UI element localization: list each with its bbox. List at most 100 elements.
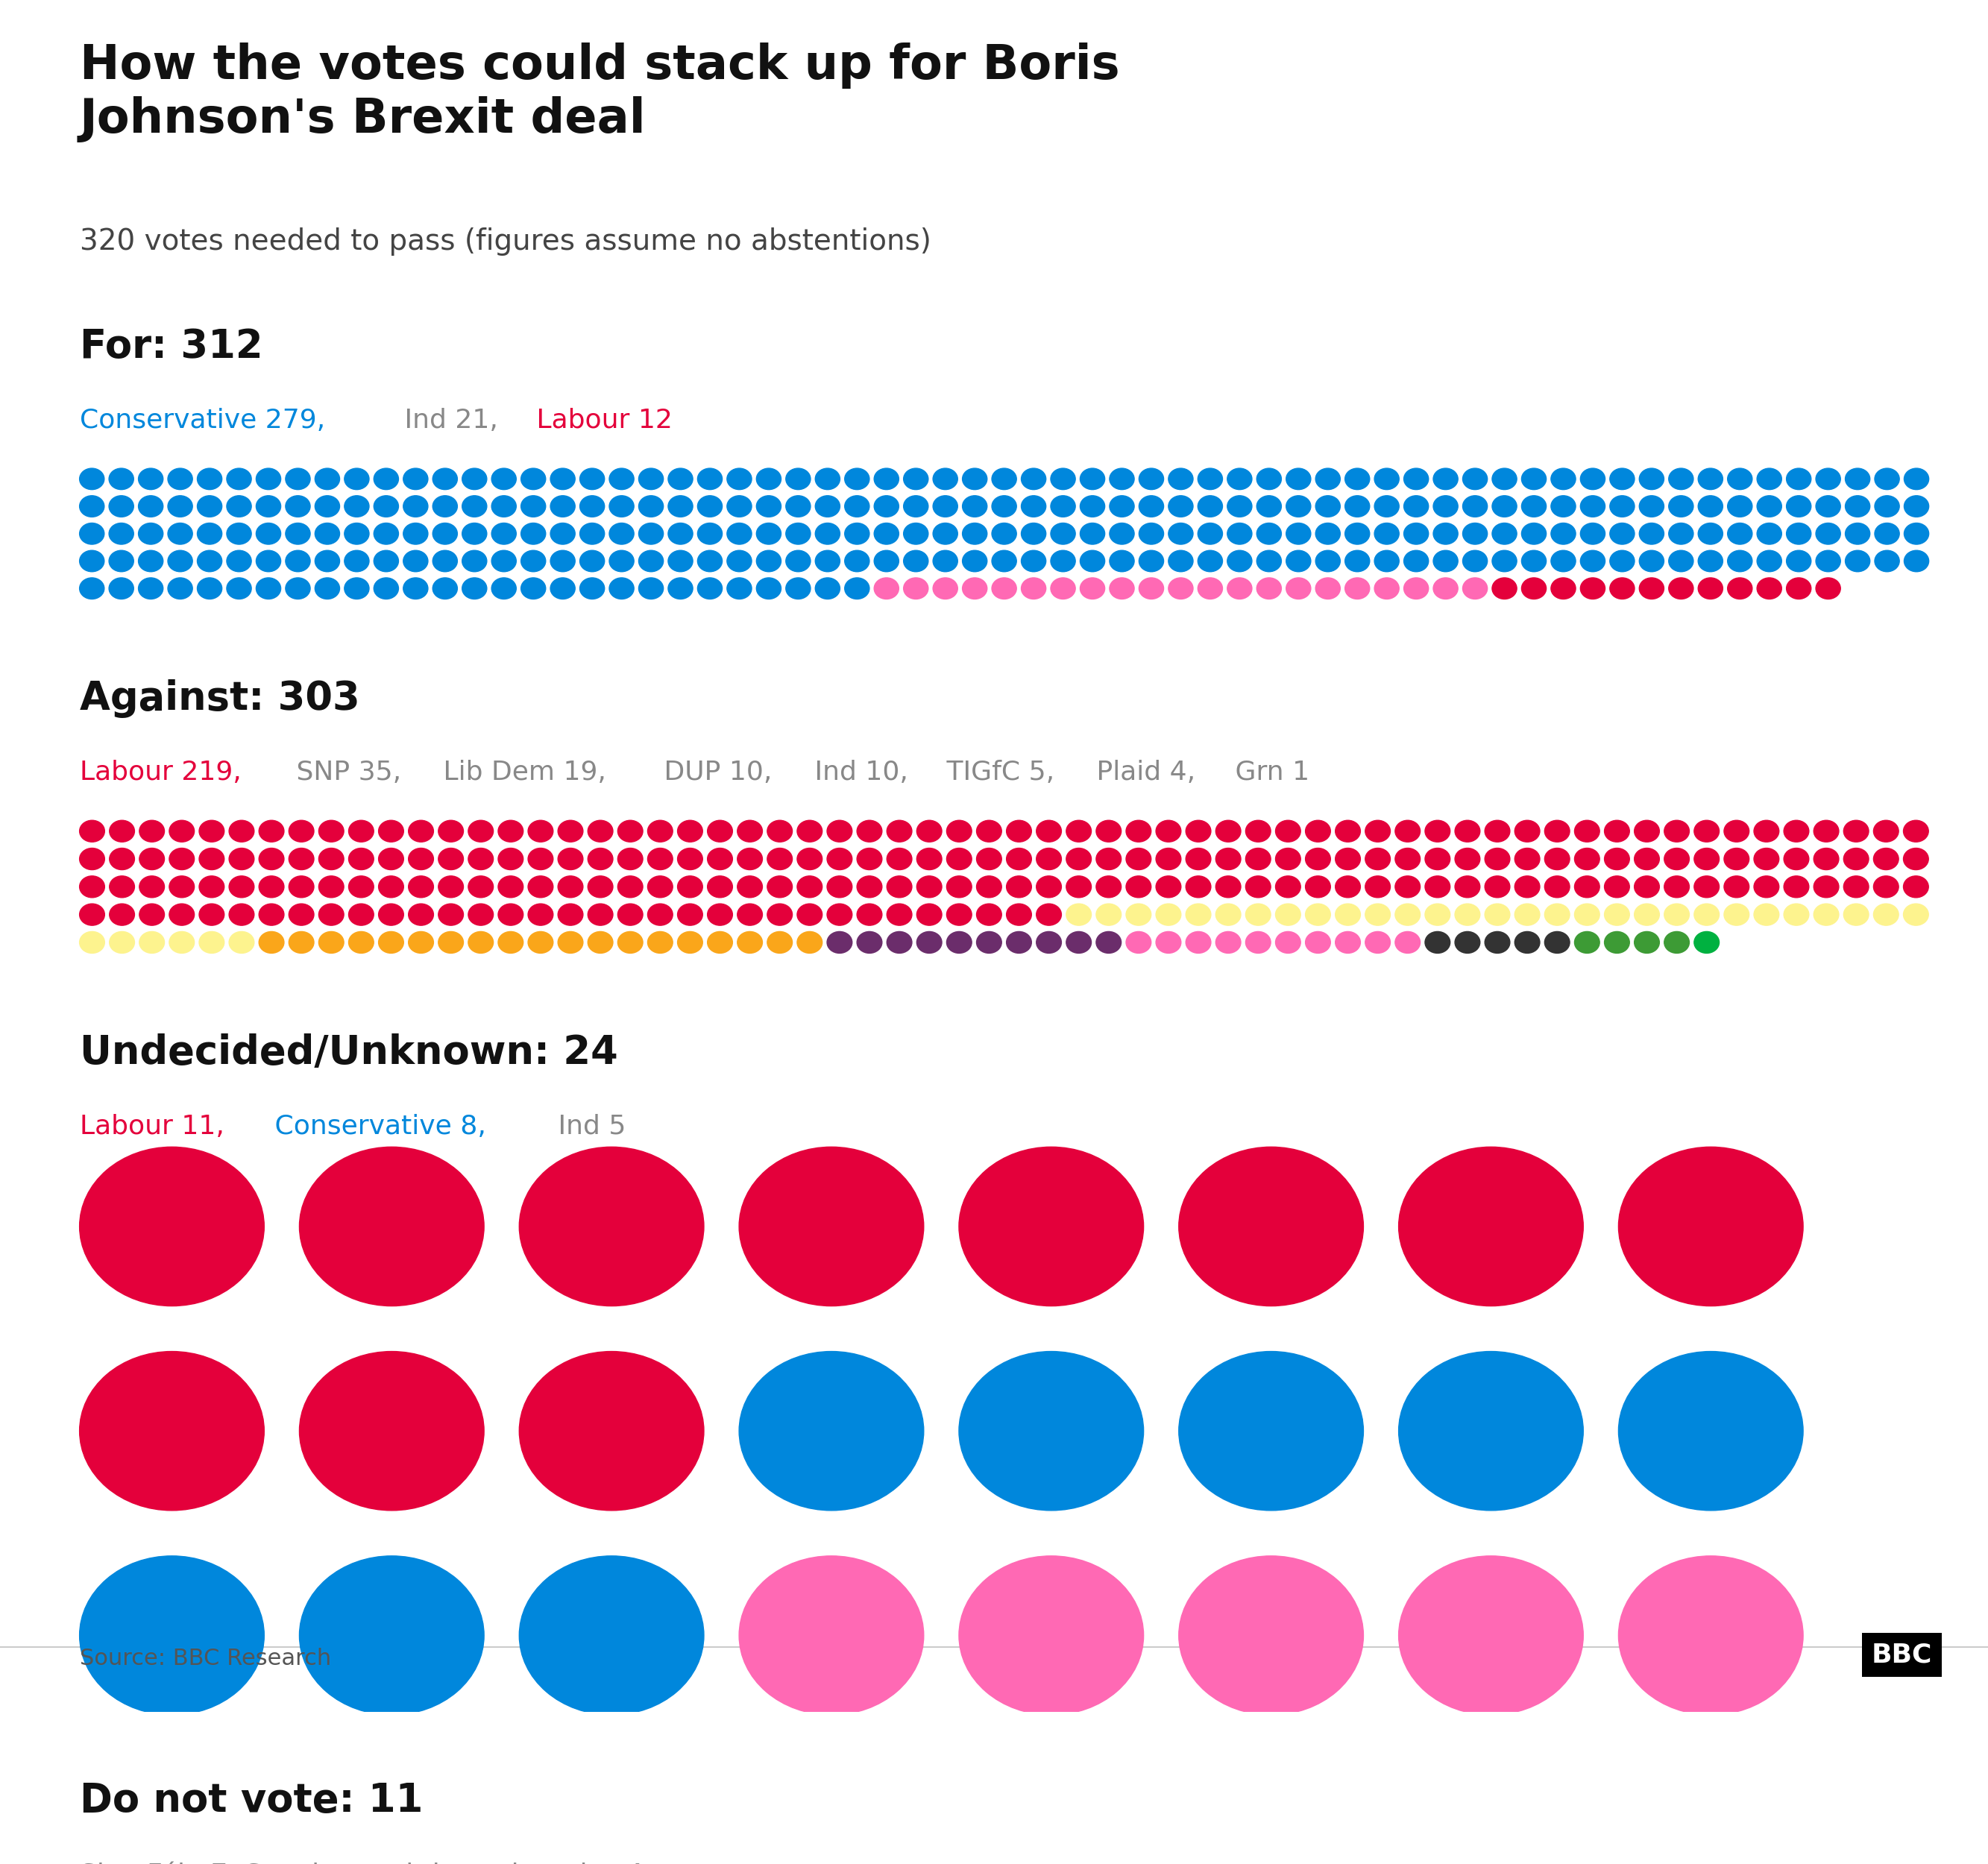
Circle shape — [827, 904, 853, 925]
Circle shape — [286, 468, 310, 490]
Circle shape — [588, 904, 612, 925]
Circle shape — [1668, 496, 1694, 516]
Circle shape — [139, 932, 165, 953]
Circle shape — [1400, 1351, 1582, 1510]
Circle shape — [1551, 550, 1576, 572]
Circle shape — [1227, 524, 1252, 544]
Circle shape — [167, 496, 193, 516]
Circle shape — [827, 876, 853, 898]
Circle shape — [378, 876, 404, 898]
Circle shape — [519, 1556, 704, 1715]
Circle shape — [678, 904, 702, 925]
Circle shape — [1604, 848, 1630, 870]
Circle shape — [167, 578, 193, 598]
Circle shape — [1515, 932, 1541, 953]
Circle shape — [1815, 578, 1841, 598]
Circle shape — [1155, 876, 1181, 898]
Circle shape — [992, 468, 1016, 490]
Circle shape — [1366, 820, 1390, 843]
Circle shape — [1006, 876, 1032, 898]
Circle shape — [499, 848, 523, 870]
Circle shape — [875, 524, 899, 544]
Circle shape — [1664, 904, 1690, 925]
Circle shape — [286, 550, 310, 572]
Circle shape — [648, 876, 672, 898]
Circle shape — [728, 496, 751, 516]
Circle shape — [708, 848, 732, 870]
Circle shape — [1463, 550, 1487, 572]
Circle shape — [1346, 524, 1370, 544]
Circle shape — [608, 468, 634, 490]
Circle shape — [668, 496, 692, 516]
Circle shape — [1095, 876, 1121, 898]
Circle shape — [227, 496, 250, 516]
Circle shape — [767, 848, 793, 870]
Circle shape — [521, 468, 545, 490]
Circle shape — [469, 932, 493, 953]
Circle shape — [1753, 820, 1779, 843]
Circle shape — [1783, 876, 1809, 898]
Circle shape — [857, 932, 883, 953]
Circle shape — [318, 904, 344, 925]
Circle shape — [521, 524, 545, 544]
Circle shape — [1425, 904, 1449, 925]
Circle shape — [80, 904, 105, 925]
Circle shape — [1873, 904, 1899, 925]
Circle shape — [1815, 550, 1841, 572]
Circle shape — [80, 496, 103, 516]
Circle shape — [1316, 550, 1340, 572]
Circle shape — [348, 876, 374, 898]
Circle shape — [167, 524, 193, 544]
Circle shape — [288, 932, 314, 953]
Circle shape — [169, 932, 195, 953]
Circle shape — [1724, 820, 1749, 843]
Circle shape — [785, 550, 811, 572]
Text: 320 votes needed to pass (figures assume no abstentions): 320 votes needed to pass (figures assume… — [80, 227, 930, 255]
Circle shape — [559, 820, 582, 843]
Circle shape — [491, 524, 517, 544]
Circle shape — [698, 578, 722, 598]
Circle shape — [1580, 468, 1604, 490]
Circle shape — [580, 468, 604, 490]
Circle shape — [708, 876, 732, 898]
Circle shape — [374, 468, 398, 490]
Circle shape — [1036, 848, 1062, 870]
Circle shape — [1396, 876, 1419, 898]
Circle shape — [638, 496, 664, 516]
Circle shape — [491, 550, 517, 572]
Circle shape — [1396, 848, 1419, 870]
Circle shape — [1604, 932, 1630, 953]
Circle shape — [197, 524, 223, 544]
Circle shape — [785, 578, 811, 598]
Circle shape — [519, 1146, 704, 1307]
Circle shape — [946, 904, 972, 925]
Circle shape — [318, 932, 344, 953]
Circle shape — [1618, 1556, 1803, 1715]
Circle shape — [1396, 904, 1419, 925]
Circle shape — [845, 468, 869, 490]
Circle shape — [1843, 876, 1869, 898]
Circle shape — [256, 496, 280, 516]
Circle shape — [1433, 468, 1457, 490]
Circle shape — [461, 468, 487, 490]
Circle shape — [559, 932, 582, 953]
Circle shape — [1668, 524, 1694, 544]
Circle shape — [408, 820, 433, 843]
Circle shape — [169, 876, 195, 898]
Circle shape — [433, 578, 457, 598]
Circle shape — [1185, 820, 1211, 843]
Circle shape — [767, 876, 793, 898]
Circle shape — [916, 876, 942, 898]
Circle shape — [857, 904, 883, 925]
Circle shape — [875, 578, 899, 598]
Circle shape — [1728, 524, 1751, 544]
Circle shape — [1006, 848, 1032, 870]
Circle shape — [1346, 550, 1370, 572]
Circle shape — [1400, 1556, 1582, 1715]
Circle shape — [1109, 550, 1135, 572]
Circle shape — [1485, 932, 1511, 953]
Circle shape — [638, 550, 664, 572]
Circle shape — [1433, 550, 1457, 572]
Circle shape — [1227, 550, 1252, 572]
Circle shape — [559, 904, 582, 925]
